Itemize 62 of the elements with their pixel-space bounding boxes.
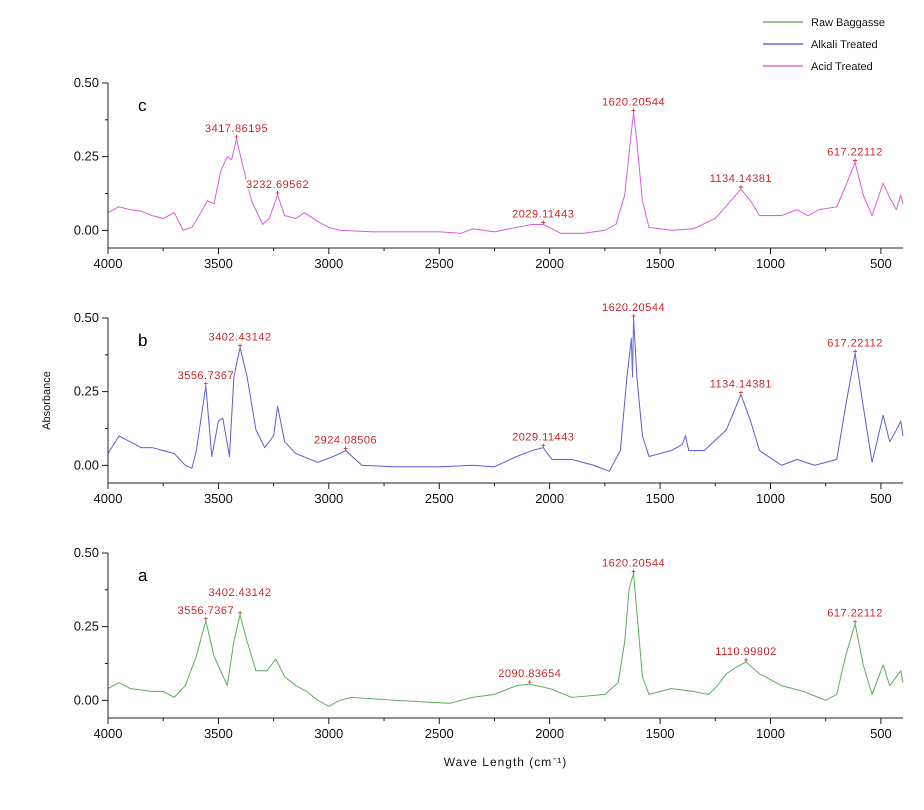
x-tick-label: 4000 (94, 726, 122, 741)
x-tick-label: 3500 (204, 726, 233, 741)
annotation: 3402.43142 (208, 331, 272, 344)
x-tick-label: 500 (870, 726, 892, 741)
y-tick-label: 0.00 (74, 222, 99, 238)
x-tick-label: 2000 (535, 726, 564, 741)
annotation: 3556.7367 (178, 370, 234, 382)
y-tick-label: 0.50 (74, 310, 99, 325)
annotation: 617.22112 (827, 337, 883, 350)
annotation: 1134.14381 (710, 378, 772, 391)
y-tick-label: 0.00 (74, 457, 99, 472)
y-tick-label: 0.00 (74, 692, 99, 708)
text: a (138, 566, 148, 585)
annotation: 3556.7367 (178, 604, 234, 617)
text: Raw Baggasse (811, 17, 885, 29)
line-series (107, 573, 904, 707)
text: c (138, 96, 147, 115)
text: b (138, 331, 148, 350)
x-tick-label: 2000 (535, 256, 564, 271)
annotation: 1110.99802 (715, 646, 777, 658)
x-tick-label: 500 (870, 491, 892, 506)
annotation: 617.22112 (827, 608, 883, 620)
x-tick-label: 4000 (94, 491, 122, 506)
x-tick-label: 2500 (424, 491, 454, 506)
x-tick-label: 1500 (646, 491, 675, 506)
y-tick-label: 0.50 (74, 545, 99, 560)
line-series (107, 317, 904, 472)
annotation: 3402.43142 (208, 586, 272, 599)
annotation: 2029.11443 (512, 208, 574, 220)
annotation: 2924.08506 (314, 434, 378, 447)
annotation: 1620.20544 (602, 302, 666, 314)
y-tick-label: 0.25 (74, 384, 99, 399)
x-tick-label: 3500 (204, 491, 233, 506)
x-tick-label: 1000 (756, 491, 785, 506)
x-tick-label: 4000 (94, 256, 122, 271)
x-tick-label: 2000 (535, 491, 564, 506)
x-tick-label: 3000 (314, 491, 344, 506)
x-tick-label: 3000 (314, 726, 344, 741)
x-tick-label: 500 (870, 256, 892, 271)
x-tick-label: 2500 (424, 726, 454, 741)
y-axis-title: Absorbance (41, 371, 53, 430)
x-tick-label: 2500 (424, 256, 454, 271)
x-tick-label: 3500 (204, 256, 233, 271)
x-axis-title: Wave Length (cm⁻¹) (444, 755, 568, 769)
y-tick-label: 0.25 (74, 148, 99, 164)
annotation: 1134.14381 (710, 173, 772, 186)
x-tick-label: 1500 (646, 726, 675, 741)
annotation: 2029.11443 (512, 432, 574, 444)
y-tick-label: 0.50 (74, 75, 99, 90)
x-tick-label: 1000 (756, 256, 785, 271)
annotation: 1620.20544 (602, 96, 666, 108)
legend-label: Acid Treated (811, 61, 873, 73)
text: Alkali Treated (811, 39, 878, 51)
x-tick-label: 3000 (314, 256, 344, 271)
y-tick-label: 0.25 (74, 618, 99, 634)
annotation: 3417.86195 (204, 122, 268, 135)
line-series (107, 112, 904, 234)
x-tick-label: 1000 (756, 726, 785, 741)
annotation: 2090.83654 (498, 668, 562, 680)
x-tick-label: 1500 (646, 256, 675, 271)
annotation: 617.22112 (827, 146, 883, 159)
annotation: 1620.20544 (602, 558, 666, 570)
